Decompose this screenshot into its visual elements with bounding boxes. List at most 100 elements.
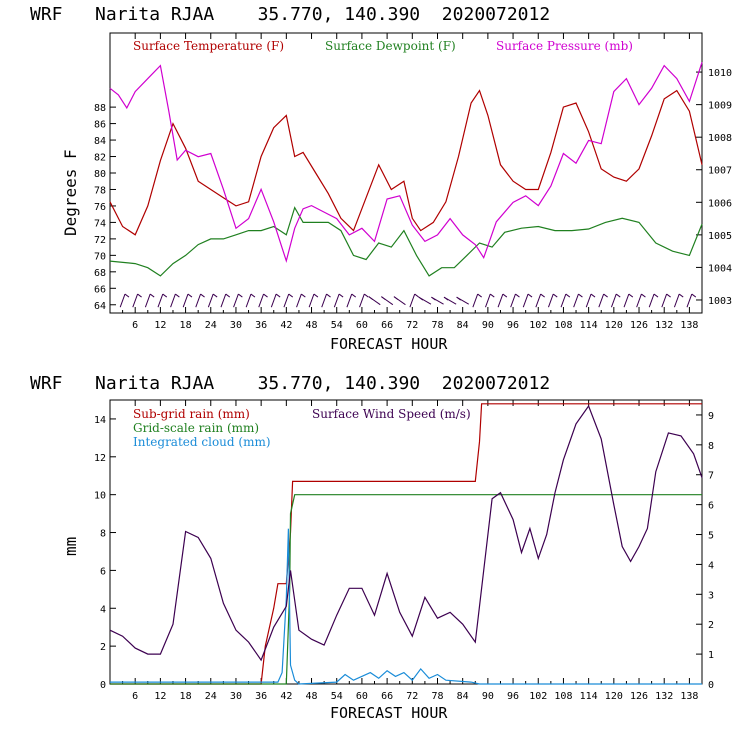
bottom-plot-frame — [109, 399, 703, 685]
wind-barb-flag — [351, 293, 357, 298]
top-x-tick-label: 66 — [381, 320, 393, 331]
top-series-surface-dewpoint-f — [109, 206, 703, 277]
top-y2-tick-label: 1007 — [708, 166, 732, 177]
wind-barb — [308, 293, 315, 308]
wind-barb — [220, 293, 227, 308]
top-y-tick-label: 84 — [94, 136, 106, 147]
wind-barb-flag — [431, 296, 436, 301]
wind-barb — [623, 293, 630, 308]
wind-barb-flag — [275, 293, 281, 298]
top-y2-tick-label: 1003 — [708, 296, 732, 307]
wind-barb-flag — [338, 293, 344, 298]
wind-barb-flag — [578, 293, 583, 298]
wind-barb — [195, 293, 202, 308]
wind-barb-flag — [175, 293, 180, 298]
bottom-y-tick-label: 2 — [100, 642, 106, 653]
top-x-tick-label: 18 — [180, 320, 192, 331]
wind-barb — [497, 293, 504, 308]
top-y2-tick-label: 1004 — [708, 263, 732, 274]
bottom-x-tick-label: 120 — [605, 691, 623, 702]
bottom-y-tick-label: 4 — [100, 604, 106, 615]
wind-barb — [170, 293, 176, 308]
wind-barb-flag — [641, 293, 646, 298]
top-legend-dewpoint: Surface Dewpoint (F) — [325, 39, 456, 53]
bottom-x-tick-label: 78 — [431, 691, 443, 702]
bottom-x-tick-label: 60 — [356, 691, 368, 702]
top-y-tick-label: 74 — [94, 218, 106, 229]
wind-barb-flag — [691, 293, 697, 298]
bottom-x-tick-label: 132 — [655, 691, 673, 702]
top-x-tick-label: 120 — [605, 320, 623, 331]
wind-barb-flag — [414, 293, 419, 298]
wind-barb-flag — [326, 293, 331, 298]
top-x-tick-label: 84 — [457, 320, 469, 331]
top-y-tick-label: 70 — [94, 251, 106, 262]
wind-barb — [359, 293, 365, 308]
bottom-x-tick-label: 108 — [554, 691, 572, 702]
top-y-tick-label: 86 — [94, 120, 106, 131]
top-x-tick-label: 96 — [507, 320, 519, 331]
bottom-series-surface-wind-speed-m-s — [109, 404, 703, 662]
bottom-x-tick-label: 30 — [230, 691, 242, 702]
bottom-x-tick-label: 54 — [331, 691, 343, 702]
wind-barb-flag — [502, 293, 508, 298]
bottom-x-tick-label: 84 — [457, 691, 469, 702]
top-x-tick-label: 12 — [154, 320, 166, 331]
top-y-tick-label: 88 — [94, 103, 106, 114]
wind-barb-flag — [477, 293, 482, 298]
top-y-axis-label: Degrees F — [61, 149, 80, 236]
bottom-legend-gridscale-rain: Grid-scale rain (mm) — [133, 421, 259, 435]
wind-barb-flag — [615, 293, 621, 298]
top-x-tick-label: 72 — [406, 320, 418, 331]
wind-barb — [283, 293, 290, 308]
top-x-tick-label: 30 — [230, 320, 242, 331]
wind-barb-flag — [212, 293, 218, 298]
wind-barb — [258, 293, 265, 308]
wind-barb — [157, 293, 164, 308]
bottom-y2-tick-label: 2 — [708, 620, 714, 631]
top-x-tick-label: 132 — [655, 320, 673, 331]
bottom-y-tick-label: 0 — [100, 680, 106, 691]
top-x-axis-label: FORECAST HOUR — [330, 335, 448, 353]
bottom-series-grid-scale-rain-mm — [110, 494, 702, 685]
wind-barb-flag — [552, 293, 558, 298]
wind-barb — [132, 293, 139, 308]
top-y-tick-label: 80 — [94, 169, 106, 180]
wind-barb-flag — [124, 293, 130, 298]
wind-barb-flag — [187, 293, 193, 298]
bottom-x-tick-label: 90 — [482, 691, 494, 702]
wind-barb — [585, 293, 592, 308]
top-x-tick-label: 24 — [205, 320, 217, 331]
wind-barb — [485, 293, 491, 308]
wind-barb-flag — [149, 293, 155, 298]
wind-barb — [686, 293, 693, 308]
top-x-tick-label: 138 — [680, 320, 698, 331]
bottom-series-integrated-cloud-mm — [110, 528, 702, 685]
wind-barb — [472, 293, 479, 308]
top-x-tick-label: 48 — [306, 320, 318, 331]
wind-barb-flag — [162, 293, 168, 298]
bottom-legend-integrated-cloud: Integrated cloud (mm) — [133, 435, 271, 449]
bottom-y-tick-label: 6 — [100, 566, 106, 577]
top-y2-tick-label: 1009 — [708, 101, 732, 112]
bottom-x-tick-label: 66 — [381, 691, 393, 702]
bottom-x-tick-label: 6 — [132, 691, 138, 702]
wind-barb-flag — [590, 293, 596, 298]
bottom-y2-tick-label: 7 — [708, 471, 714, 482]
bottom-y2-tick-label: 3 — [708, 590, 714, 601]
wind-barb-flag — [368, 296, 374, 301]
bottom-y-tick-label: 14 — [94, 415, 106, 426]
wind-barb-flag — [393, 296, 399, 301]
top-x-tick-label: 42 — [280, 320, 292, 331]
bottom-y2-tick-label: 4 — [708, 560, 714, 571]
wind-barb-flag — [540, 293, 545, 298]
wind-barb — [636, 293, 642, 308]
top-x-tick-label: 54 — [331, 320, 343, 331]
wind-barb-flag — [250, 293, 256, 298]
bottom-x-axis-label: FORECAST HOUR — [330, 704, 448, 722]
top-x-tick-label: 102 — [529, 320, 547, 331]
wind-barb-flag — [489, 293, 495, 298]
top-y-tick-label: 72 — [94, 235, 106, 246]
bottom-x-tick-label: 42 — [280, 691, 292, 702]
